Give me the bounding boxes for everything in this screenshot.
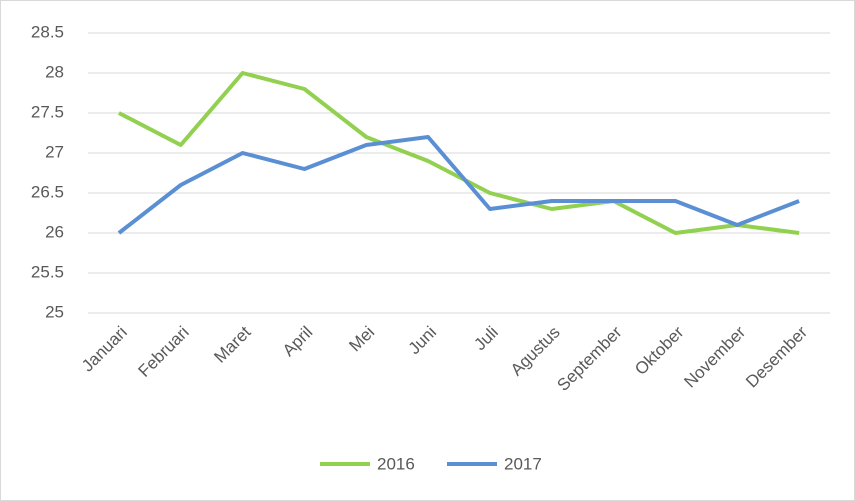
y-tick-label: 27 — [45, 142, 64, 161]
y-tick-label: 25 — [45, 302, 64, 321]
y-tick-label: 28.5 — [31, 22, 64, 41]
y-tick-label: 26.5 — [31, 182, 64, 201]
legend-label: 2016 — [377, 454, 415, 473]
y-tick-label: 25.5 — [31, 262, 64, 281]
y-tick-label: 28 — [45, 62, 64, 81]
y-tick-label: 27.5 — [31, 102, 64, 121]
y-tick-label: 26 — [45, 222, 64, 241]
legend-label: 2017 — [504, 454, 542, 473]
data-line — [117, 135, 800, 235]
data-line — [117, 71, 800, 235]
